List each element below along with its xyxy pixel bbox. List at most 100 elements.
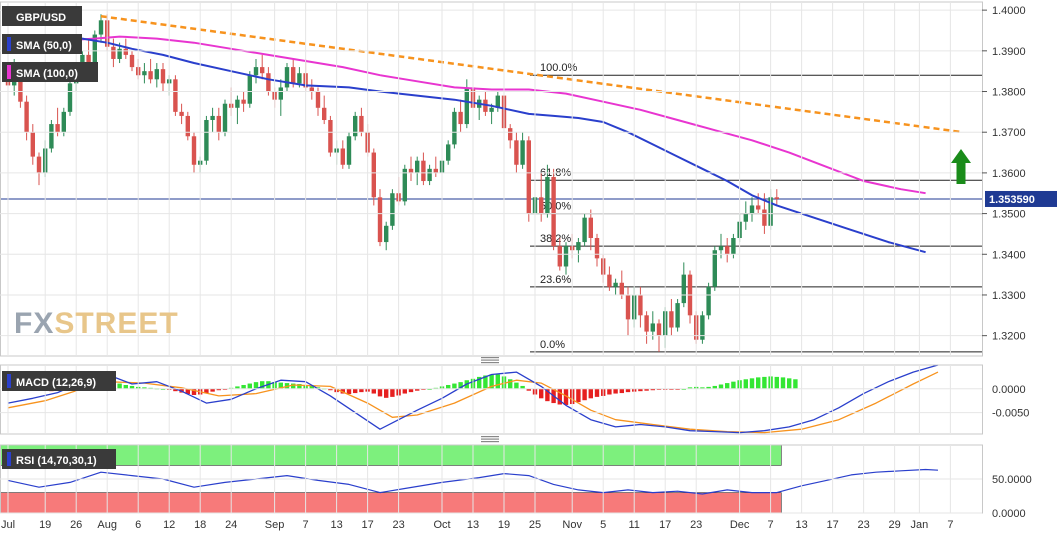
macd-histogram-bar (607, 388, 612, 395)
macd-histogram-bar (787, 378, 792, 389)
macd-swatch (7, 374, 11, 388)
macd-histogram-bar (743, 379, 748, 389)
x-tick-label: 5 (600, 519, 606, 531)
candle-bearish (433, 168, 438, 173)
candle-bearish (756, 205, 761, 210)
candle-bearish (36, 156, 42, 173)
rsi-overbought-zone (0, 444, 782, 466)
candle-bullish (545, 176, 550, 214)
legend-macd[interactable]: MACD (12,26,9) (2, 371, 116, 391)
macd-histogram-bar (495, 374, 500, 389)
macd-histogram-bar (545, 388, 550, 402)
macd-histogram-bar (638, 388, 643, 392)
x-tick-label: 19 (39, 519, 51, 531)
macd-histogram-bar (725, 383, 730, 389)
candle-bearish (421, 160, 426, 182)
candle-bearish (607, 274, 612, 287)
legend-sma100[interactable]: SMA (100,0) (2, 62, 98, 82)
macd-histogram-bar (489, 374, 494, 389)
candle-bullish (489, 107, 494, 112)
x-tick-label: 7 (768, 519, 774, 531)
candle-bearish (179, 111, 184, 116)
candle-bullish (297, 73, 302, 84)
macd-histogram-bar (346, 388, 352, 395)
macd-histogram-bar (210, 388, 215, 392)
macd-histogram-bar (402, 388, 407, 394)
candle-bearish (241, 99, 246, 104)
candle-bullish (464, 87, 469, 125)
x-tick-label: 13 (467, 519, 479, 531)
x-tick-label: 23 (857, 519, 869, 531)
rsi-line (7, 468, 939, 495)
candle-bearish (656, 323, 662, 336)
macd-line (7, 364, 939, 434)
macd-histogram-bar (508, 379, 513, 389)
legend-rsi[interactable]: RSI (14,70,30,1) (2, 449, 116, 469)
macd-histogram-bar (625, 388, 631, 393)
price-panel-frame (0, 1, 983, 357)
macd-histogram-bar (644, 388, 649, 391)
x-tick-label: Nov (562, 519, 582, 531)
macd-histogram-bar (718, 384, 724, 389)
candle-bearish (725, 246, 730, 255)
macd-histogram-bar (520, 385, 525, 389)
macd-y-tick-label: 0.0000 (992, 384, 1026, 396)
sma50-swatch (7, 37, 11, 51)
macd-histogram-bar (700, 387, 705, 389)
macd-histogram-bar (390, 388, 395, 397)
candle-bearish (328, 120, 333, 153)
y-tick-label: 1.3200 (992, 331, 1026, 343)
panel-resize-handle-1[interactable] (481, 357, 499, 364)
x-tick-label: 7 (303, 519, 309, 531)
macd-histogram-bar (613, 388, 618, 394)
x-tick-label: Jan (911, 519, 929, 531)
fib-level-label: 0.0% (540, 339, 565, 351)
macd-histogram-bar (309, 385, 314, 389)
macd-histogram-bar (408, 388, 414, 393)
candle-bearish (260, 67, 265, 74)
x-tick-label: 17 (361, 519, 373, 531)
candle-bullish (613, 282, 618, 287)
rsi-swatch (7, 452, 11, 466)
macd-histogram-bar (588, 388, 593, 399)
macd-y-tick-label: -0.0050 (992, 408, 1029, 420)
candle-bullish (92, 34, 97, 64)
rsi-y-tick-label: 50.0000 (992, 474, 1032, 486)
legend-symbol[interactable]: GBP/USD (2, 6, 82, 26)
macd-histogram-bar (297, 384, 302, 389)
legend-symbol-label: GBP/USD (16, 12, 66, 24)
candle-bullish (384, 225, 389, 243)
macd-histogram-bar (539, 388, 544, 399)
x-tick-label: 19 (498, 519, 510, 531)
candle-bullish (452, 111, 457, 145)
macd-histogram-bar (594, 388, 600, 397)
candle-bullish (718, 246, 724, 251)
rsi-y-tick-label: 0.0000 (992, 508, 1026, 520)
legend-sma50[interactable]: SMA (50,0) (2, 34, 82, 54)
x-tick-label: Aug (97, 519, 117, 531)
current-price-badge (985, 190, 1057, 207)
candle-bullish (446, 144, 451, 161)
candle-bullish (210, 115, 215, 120)
macd-histogram-bar (291, 383, 296, 389)
candle-bullish (427, 168, 432, 182)
x-tick-label: 11 (628, 519, 639, 531)
candle-bearish (129, 54, 135, 68)
candle-bullish (98, 20, 104, 35)
y-tick-label: 1.3500 (992, 209, 1026, 221)
macd-histogram-bar (185, 388, 190, 395)
macd-panel (5, 364, 939, 434)
legend-macd-label: MACD (12,26,9) (16, 377, 96, 389)
candle-bearish (191, 136, 197, 165)
candle-bullish (235, 99, 240, 108)
candle-bullish (67, 83, 73, 112)
rsi-oversold-zone (0, 492, 782, 514)
panel-resize-handle-2[interactable] (481, 436, 499, 443)
macd-histogram-bar (477, 376, 482, 389)
macd-histogram-bar (247, 383, 252, 389)
macd-histogram-bar (253, 382, 259, 389)
candle-bearish (86, 54, 91, 64)
macd-histogram-bar (278, 382, 283, 389)
macd-panel-frame (0, 364, 983, 435)
candle-bullish (154, 69, 159, 80)
